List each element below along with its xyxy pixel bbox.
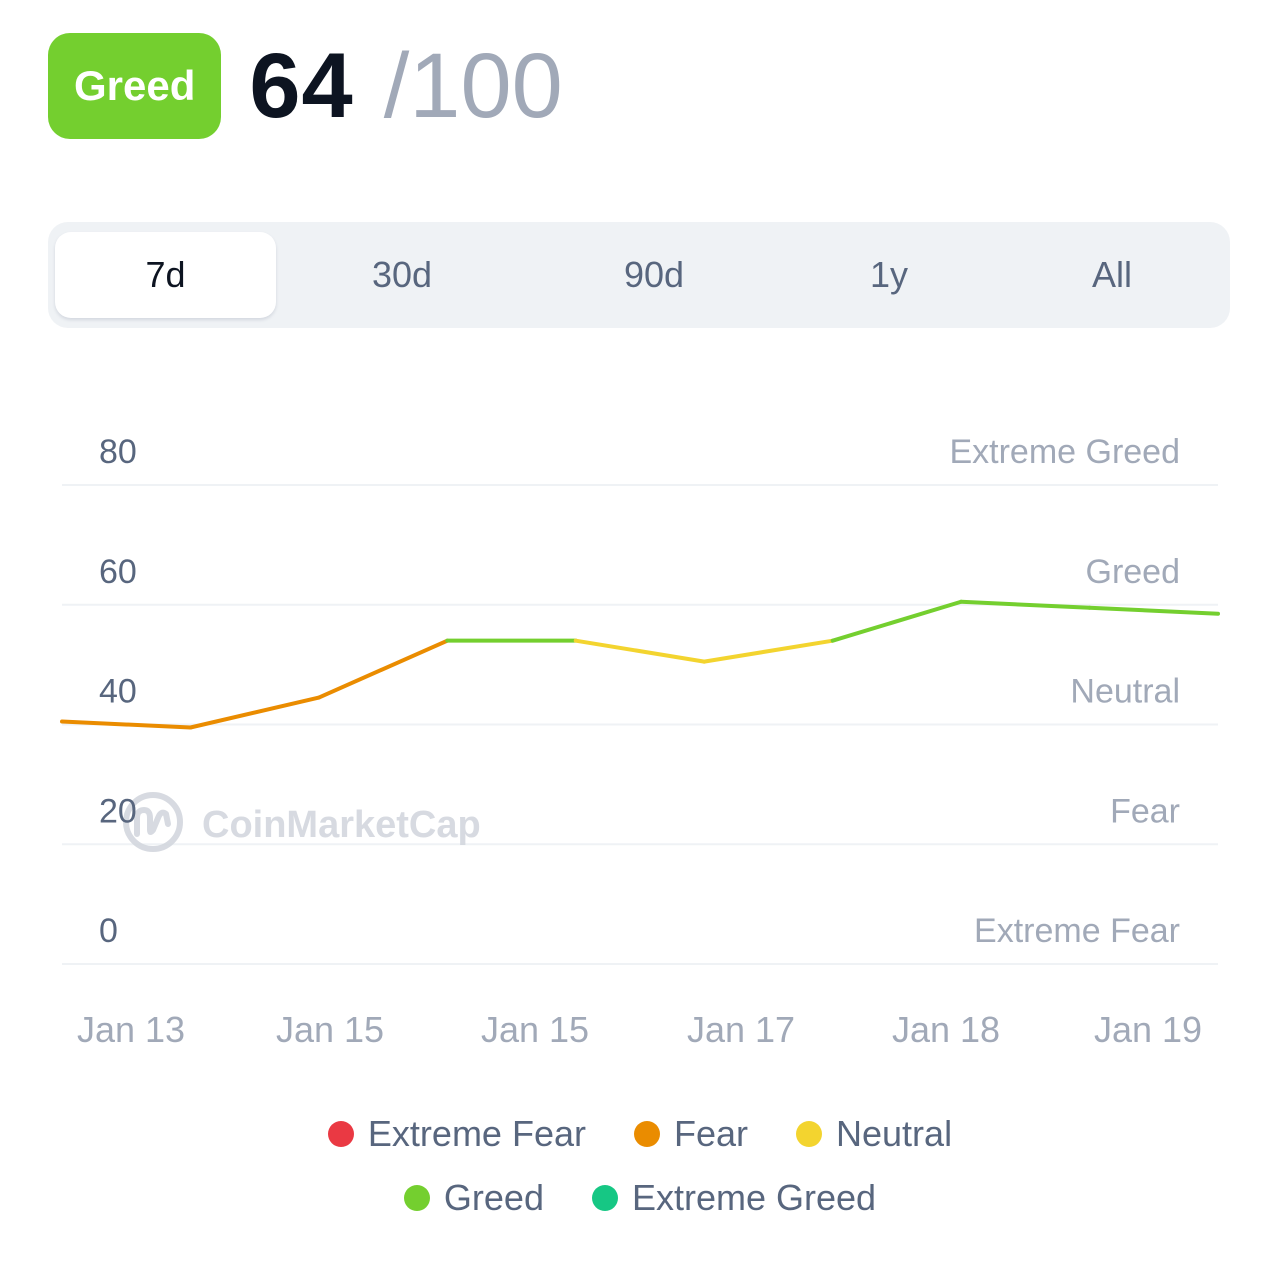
- tab-90d[interactable]: 90d: [623, 254, 685, 295]
- legend-dot: [591, 1185, 618, 1211]
- zone-label: Neutral: [1070, 673, 1180, 711]
- legend-item-greed: Greed: [403, 1177, 544, 1219]
- zone-label: Greed: [1086, 553, 1181, 591]
- line-segment: [959, 599, 1092, 610]
- legend-item-neutral: Neutral: [796, 1113, 952, 1155]
- y-tick-label: 80: [99, 433, 137, 471]
- line-segment: [60, 719, 193, 730]
- fear-greed-chart: CoinMarketCap 0 20 40 60 80 Extreme Greed Gre…: [60, 433, 1220, 1050]
- line-segment: [316, 638, 450, 700]
- legend-label: Extreme Fear: [367, 1113, 586, 1154]
- x-tick-label: Jan 15: [481, 1009, 589, 1050]
- tab-all[interactable]: All: [1091, 254, 1132, 295]
- zone-label: Extreme Greed: [949, 433, 1180, 471]
- y-tick-label: 60: [99, 553, 137, 591]
- line-segment: [702, 638, 835, 664]
- x-tick-label: Jan 19: [1094, 1009, 1202, 1050]
- index-max: /100: [383, 34, 563, 137]
- line-segment: [830, 599, 964, 643]
- index-line: [60, 599, 1220, 730]
- legend-dot: [327, 1121, 354, 1147]
- chart-legend: Extreme Fear Fear Neutral Greed Extreme …: [0, 1106, 1280, 1234]
- tab-30d[interactable]: 30d: [371, 254, 433, 295]
- x-tick-label: Jan 15: [276, 1009, 384, 1050]
- legend-item-extreme-fear: Extreme Fear: [327, 1113, 586, 1155]
- time-range-tabs: 7d 30d 90d 1y All: [48, 222, 1230, 328]
- fear-greed-header: Greed 64 /100: [48, 32, 563, 140]
- y-tick-label: 40: [99, 673, 137, 711]
- y-tick-label: 20: [99, 792, 137, 830]
- watermark-text: CoinMarketCap: [202, 804, 481, 846]
- x-tick-label: Jan 18: [892, 1009, 1000, 1050]
- line-segment: [573, 638, 707, 664]
- zone-label: Extreme Fear: [974, 912, 1180, 950]
- y-axis-ticks: 0 20 40 60 80: [99, 433, 137, 950]
- legend-dot: [633, 1121, 660, 1147]
- x-axis-ticks: Jan 13 Jan 15 Jan 15 Jan 17 Jan 18 Jan 19: [77, 1009, 1202, 1050]
- legend-label: Neutral: [836, 1113, 953, 1154]
- index-score: 64: [249, 34, 354, 137]
- x-tick-label: Jan 17: [687, 1009, 795, 1050]
- legend-dot: [403, 1185, 430, 1211]
- line-segment: [1087, 605, 1220, 616]
- zone-labels: Extreme Greed Greed Neutral Fear Extreme Fea…: [949, 433, 1180, 950]
- zone-label: Fear: [1110, 792, 1180, 830]
- legend-item-extreme-greed: Extreme Greed: [591, 1177, 877, 1219]
- legend-dot: [796, 1121, 823, 1147]
- y-tick-label: 0: [99, 912, 118, 950]
- coinmarketcap-logo-icon: [123, 792, 183, 852]
- tab-1y[interactable]: 1y: [869, 254, 909, 295]
- legend-item-fear: Fear: [633, 1113, 749, 1155]
- legend-label: Extreme Greed: [631, 1177, 877, 1218]
- line-segment: [188, 695, 321, 730]
- chart-grid: [62, 484, 1218, 965]
- watermark: CoinMarketCap: [123, 792, 481, 852]
- tab-7d[interactable]: 7d: [55, 232, 276, 318]
- legend-label: Greed: [443, 1177, 544, 1218]
- sentiment-badge: Greed: [48, 33, 222, 139]
- legend-label: Fear: [673, 1113, 749, 1154]
- x-tick-label: Jan 13: [77, 1009, 185, 1050]
